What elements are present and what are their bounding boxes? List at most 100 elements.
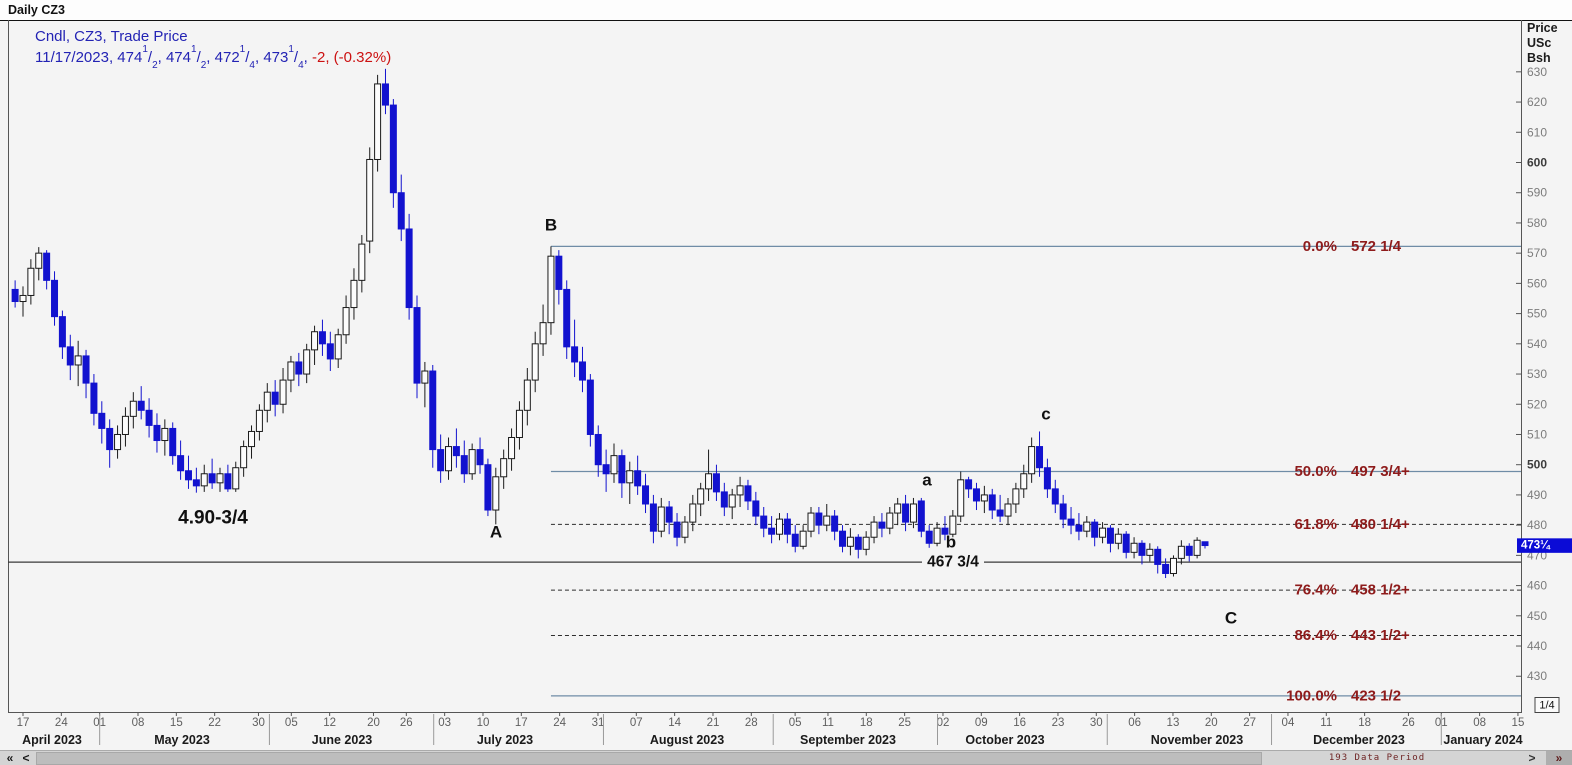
candle xyxy=(1130,542,1138,553)
candle xyxy=(350,279,358,309)
candle xyxy=(642,485,650,505)
fib-value-label: 458 1/2+ xyxy=(1351,582,1410,599)
x-axis-tick-label: 30 xyxy=(1090,717,1103,729)
candle xyxy=(1067,518,1075,526)
candle xyxy=(429,370,437,451)
candle xyxy=(437,449,445,472)
candle xyxy=(145,409,153,426)
candle xyxy=(248,430,256,448)
candle xyxy=(318,331,326,345)
candle xyxy=(980,494,988,502)
x-axis-tick-label: 16 xyxy=(1013,717,1026,729)
candle xyxy=(634,470,642,487)
candle xyxy=(492,476,500,511)
candle xyxy=(870,521,878,538)
x-axis-tick-label: 08 xyxy=(132,717,145,729)
wave-annotation-49034: 4.90-3/4 xyxy=(178,508,248,529)
candle xyxy=(697,488,705,505)
candle xyxy=(610,455,618,475)
candle xyxy=(1169,557,1177,574)
x-axis-month-label: May 2023 xyxy=(154,733,210,747)
x-axis-tick-label: 24 xyxy=(55,717,68,729)
candle xyxy=(121,415,129,435)
wave-annotation-b: b xyxy=(946,533,956,552)
candle xyxy=(799,530,807,547)
candle xyxy=(263,391,271,411)
instrument-legend: Cndl, CZ3, Trade Price xyxy=(35,28,188,45)
fib-pct-label: 61.8% xyxy=(1294,516,1337,533)
candle xyxy=(846,536,854,547)
fraction-box xyxy=(1534,697,1560,713)
candle xyxy=(1004,503,1012,517)
candle xyxy=(673,521,681,538)
x-axis-tick-label: 17 xyxy=(515,717,528,729)
x-axis-tick-label: 24 xyxy=(553,717,566,729)
candle xyxy=(681,521,689,538)
candle xyxy=(649,503,657,532)
support-label-bg xyxy=(922,553,984,572)
fib-value-label: 572 1/4 xyxy=(1351,238,1402,255)
y-axis-tick-label: 560 xyxy=(1527,276,1547,290)
x-axis-month-label: November 2023 xyxy=(1151,733,1243,747)
window-title: Daily CZ3 xyxy=(8,3,65,17)
support-label: 467 3/4 xyxy=(927,554,979,571)
x-axis-tick-label: 21 xyxy=(707,717,720,729)
y-axis-title: USc xyxy=(1527,36,1551,50)
candle xyxy=(192,479,200,487)
candle xyxy=(626,470,634,484)
scroll-last-button[interactable]: » xyxy=(1546,751,1572,765)
candle xyxy=(413,307,421,384)
candle xyxy=(405,228,413,309)
y-axis-tick-label: 600 xyxy=(1527,156,1547,170)
candle xyxy=(988,494,996,511)
quote-separator: , xyxy=(206,49,215,66)
scroll-prev-button[interactable]: < xyxy=(22,751,30,765)
x-axis-tick-label: 25 xyxy=(898,717,911,729)
scrollbar-thumb[interactable] xyxy=(36,752,1262,765)
candle xyxy=(51,279,59,318)
fib-pct-label: 50.0% xyxy=(1294,463,1337,480)
x-axis-month-label: December 2023 xyxy=(1313,733,1405,747)
candle xyxy=(1154,548,1162,565)
candle xyxy=(823,515,831,526)
horizontal-scrollbar[interactable]: « < 193 Data Period > » xyxy=(0,750,1572,765)
candle xyxy=(1114,533,1122,544)
x-axis-tick-label: 04 xyxy=(1282,717,1295,729)
scroll-first-button[interactable]: « xyxy=(6,751,14,765)
x-axis-tick-label: 15 xyxy=(170,717,183,729)
x-axis-tick-label: 08 xyxy=(1473,717,1486,729)
candle xyxy=(862,536,870,550)
candle xyxy=(1122,533,1130,553)
candle xyxy=(996,509,1004,517)
candle xyxy=(295,361,303,375)
quote-separator: , xyxy=(254,49,264,66)
fib-pct-label: 76.4% xyxy=(1294,582,1337,599)
candle xyxy=(90,382,98,414)
candle xyxy=(1177,545,1185,559)
candle xyxy=(563,288,571,348)
x-axis-month-label: September 2023 xyxy=(800,733,896,747)
candle xyxy=(972,488,980,502)
candle xyxy=(98,412,106,429)
x-axis-tick-label: 17 xyxy=(17,717,30,729)
x-axis-tick-label: 13 xyxy=(1167,717,1180,729)
candle xyxy=(311,331,319,351)
y-axis-tick-label: 430 xyxy=(1527,669,1547,683)
x-axis-tick-label: 11 xyxy=(822,717,834,729)
candle xyxy=(500,458,508,478)
candle xyxy=(1106,527,1114,544)
x-axis-tick-label: 18 xyxy=(860,717,873,729)
candle xyxy=(768,527,776,535)
candle xyxy=(271,391,279,405)
candle xyxy=(523,379,531,411)
x-axis-tick-label: 06 xyxy=(1128,717,1141,729)
candle xyxy=(224,473,232,490)
scroll-next-button[interactable]: > xyxy=(1528,751,1536,765)
x-axis-tick-label: 31 xyxy=(592,717,605,729)
candle xyxy=(468,449,476,475)
x-axis-tick-label: 09 xyxy=(975,717,988,729)
y-axis-tick-label: 460 xyxy=(1527,579,1547,593)
candle xyxy=(1036,446,1044,469)
y-axis-tick-label: 480 xyxy=(1527,518,1547,532)
